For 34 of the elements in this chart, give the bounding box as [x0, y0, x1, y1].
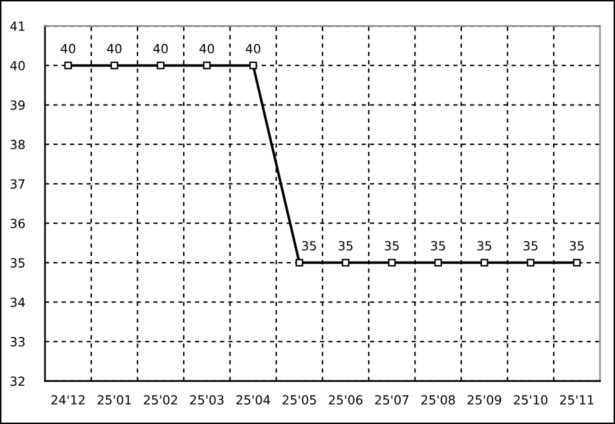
- y-tick-label: 34: [10, 298, 25, 308]
- x-tick-label: 25'03: [190, 395, 224, 405]
- x-tick-label: 25'11: [560, 395, 594, 405]
- y-tick-label: 39: [10, 100, 25, 110]
- x-tick-label: 25'06: [328, 395, 362, 405]
- y-tick-label: 41: [10, 22, 24, 31]
- y-tick-label: 35: [10, 258, 24, 268]
- data-label: 35: [477, 241, 492, 251]
- x-tick-label: 25'08: [421, 395, 455, 405]
- x-tick-label: 25'05: [282, 395, 316, 405]
- data-label: 40: [107, 44, 122, 54]
- y-tick-label: 33: [10, 337, 25, 346]
- x-tick-label: 25'02: [144, 395, 177, 405]
- x-tick-label: 25'07: [375, 395, 408, 405]
- data-label: 35: [431, 241, 445, 251]
- y-tick-label: 38: [10, 140, 25, 150]
- y-tick-label: 40: [10, 60, 25, 70]
- data-label: 35: [338, 241, 352, 251]
- data-label: 35: [524, 241, 538, 251]
- y-tick-label: 32: [10, 376, 24, 386]
- data-label: 40: [60, 44, 76, 54]
- data-label: 35: [384, 241, 399, 251]
- y-tick-label: 37: [10, 179, 24, 189]
- data-label: 40: [200, 44, 214, 54]
- x-tick-label: 25'01: [98, 395, 131, 405]
- x-tick-label: 25'10: [514, 395, 548, 405]
- data-label: 35: [570, 241, 584, 251]
- data-label: 40: [246, 44, 260, 54]
- y-tick-label: 36: [10, 218, 25, 228]
- data-label: 40: [153, 44, 168, 54]
- x-tick-label: 25'04: [236, 395, 270, 405]
- data-label: 35: [302, 241, 316, 251]
- x-tick-label: 24'12: [51, 395, 84, 404]
- x-tick-label: 25'09: [468, 395, 502, 405]
